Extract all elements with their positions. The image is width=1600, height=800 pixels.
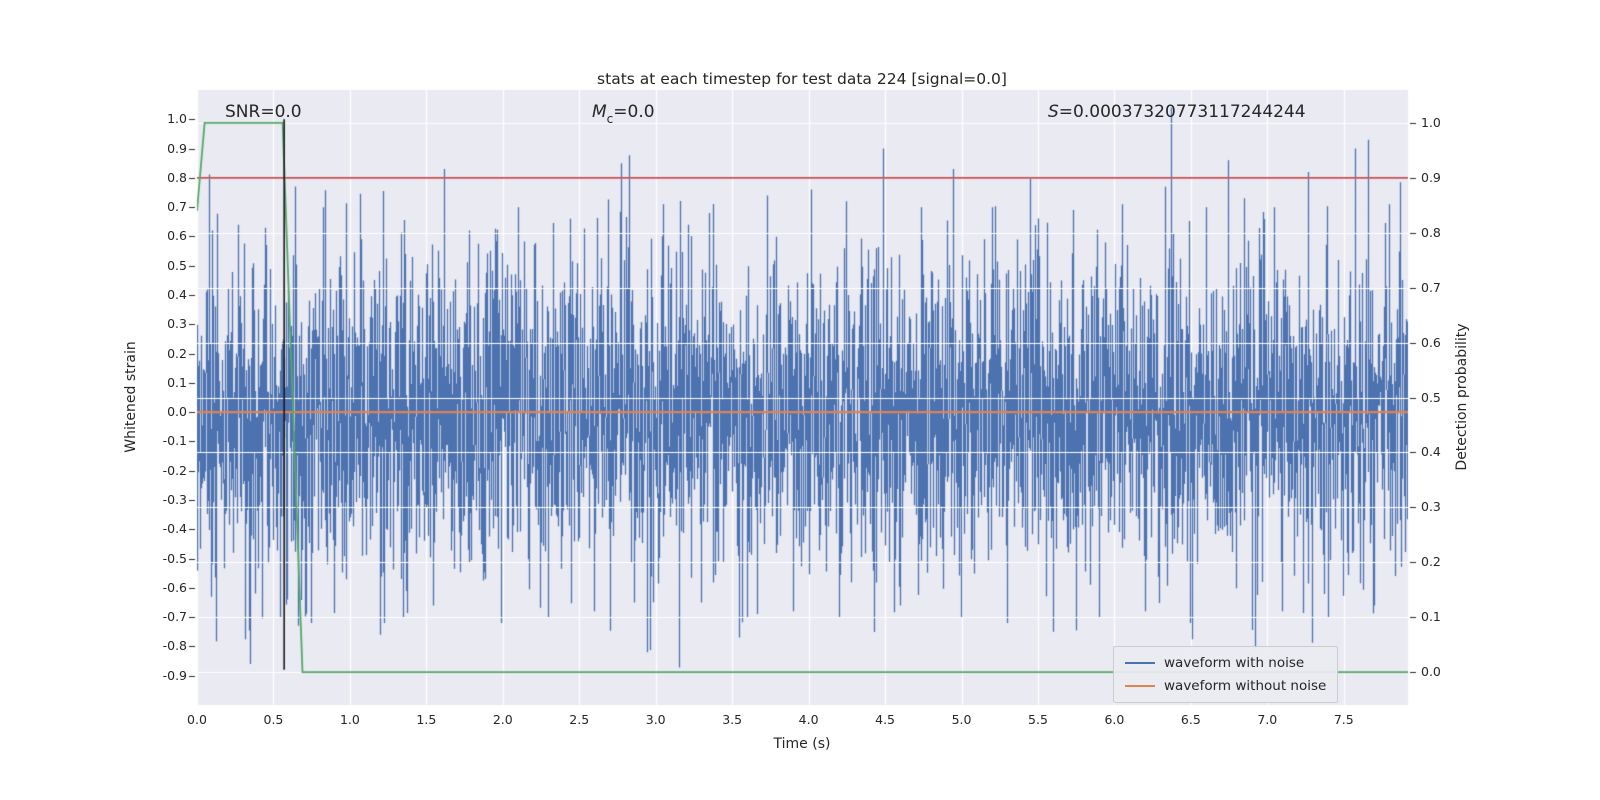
y-axis-label-right: Detection probability	[1454, 323, 1470, 471]
annotation-s: S=0.00037320773117244244	[1048, 102, 1306, 122]
x-tick-label: 5.0	[951, 712, 972, 727]
y-left-tick-label: -0.4	[162, 521, 187, 537]
legend: waveform with noise waveform without noi…	[1113, 646, 1339, 703]
y-left-tick-label: 0.7	[167, 199, 187, 215]
annotation-s-base: S	[1048, 102, 1059, 122]
y-left-tick-label: -0.6	[162, 579, 187, 595]
annotation-mc-base: M	[592, 102, 607, 122]
y-left-tick-label: -0.1	[162, 433, 187, 449]
y-right-tick-label: 0.3	[1421, 499, 1441, 515]
x-tick-label: 4.5	[875, 712, 896, 727]
y-left-tick-label: -0.2	[162, 462, 187, 478]
x-tick-label: 7.5	[1333, 712, 1354, 727]
x-tick-label: 5.5	[1028, 712, 1048, 727]
x-tick-label: 3.0	[645, 712, 666, 727]
annotation-mc-sub: c	[606, 112, 614, 127]
y-left-tick-label: -0.7	[162, 609, 187, 625]
y-left-tick-label: -0.5	[162, 550, 187, 566]
x-tick-label: 4.0	[798, 712, 819, 727]
y-right-tick-label: 0.7	[1421, 279, 1441, 295]
x-tick-label: 0.5	[263, 712, 284, 727]
noise-line-swatch	[1125, 662, 1155, 664]
y-right-tick-label: 0.8	[1421, 224, 1441, 240]
y-right-tick-label: 0.9	[1421, 169, 1441, 185]
y-axis-label-left: Whitened strain	[123, 341, 139, 453]
x-tick-label: 1.5	[416, 712, 437, 727]
y-left-tick-label: 1.0	[167, 111, 187, 127]
clean-line-swatch	[1125, 685, 1155, 687]
y-right-tick-label: 0.1	[1421, 609, 1441, 625]
y-left-tick-label: 0.0	[167, 404, 187, 420]
y-right-tick-label: 0.4	[1421, 444, 1441, 460]
y-left-tick-label: 0.6	[167, 228, 187, 244]
y-left-tick-label: -0.3	[162, 492, 187, 507]
x-tick-label: 2.0	[492, 712, 513, 727]
y-right-tick-label: 0.0	[1421, 664, 1441, 680]
y-left-tick-label: 0.1	[167, 374, 187, 390]
x-tick-label: 0.0	[187, 712, 207, 727]
y-left-tick-label: 0.2	[167, 345, 187, 361]
x-tick-label: 7.0	[1257, 712, 1278, 727]
y-left-tick-label: 0.3	[167, 316, 187, 332]
y-right-tick-label: 1.0	[1421, 114, 1441, 130]
legend-label-noise: waveform with noise	[1164, 655, 1305, 671]
chart-title: stats at each timestep for test data 224…	[597, 70, 1007, 88]
y-left-tick-label: -0.9	[162, 667, 187, 683]
legend-item-clean: waveform without noise	[1125, 678, 1326, 694]
y-right-tick-label: 0.5	[1421, 389, 1441, 405]
x-tick-label: 6.5	[1180, 712, 1201, 727]
x-axis-label: Time (s)	[773, 736, 831, 752]
legend-label-clean: waveform without noise	[1164, 678, 1327, 694]
y-left-tick-label: 0.5	[167, 257, 187, 273]
y-right-tick-label: 0.2	[1421, 554, 1441, 570]
x-tick-label: 2.5	[569, 712, 590, 727]
y-left-tick-label: 0.9	[167, 140, 187, 156]
y-left-tick-label: 0.4	[167, 287, 187, 302]
x-tick-label: 1.0	[339, 712, 360, 727]
x-tick-label: 6.0	[1104, 712, 1125, 727]
y-left-tick-label: -0.8	[162, 638, 187, 654]
annotation-snr: SNR=0.0	[225, 102, 302, 122]
y-right-tick-label: 0.6	[1421, 334, 1441, 350]
annotation-s-rest: =0.00037320773117244244	[1058, 102, 1306, 122]
annotation-mc-rest: =0.0	[613, 102, 655, 122]
y-left-tick-label: 0.8	[167, 169, 187, 185]
annotation-mc: Mc=0.0	[592, 102, 655, 127]
legend-item-noise: waveform with noise	[1125, 655, 1326, 671]
x-tick-label: 3.5	[722, 712, 743, 727]
